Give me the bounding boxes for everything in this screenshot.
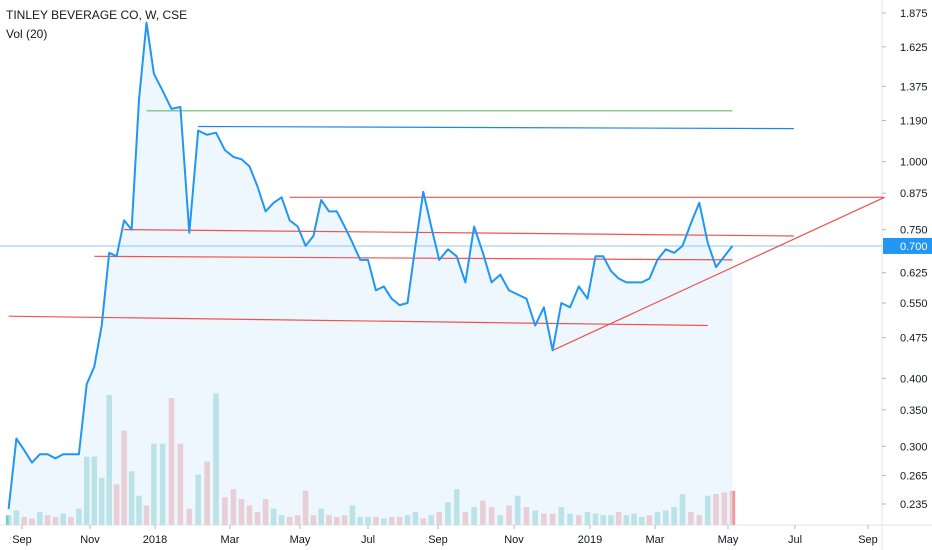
chart-title: TINLEY BEVERAGE CO, W, CSE (6, 8, 188, 22)
y-tick-label: 1.375 (900, 81, 928, 93)
x-tick-label: Mar (221, 534, 240, 546)
x-tick-label: 2019 (578, 534, 602, 546)
y-tick-label: 0.265 (900, 471, 928, 483)
x-tick-label: Nov (80, 534, 100, 546)
y-tick-label: 1.190 (900, 116, 928, 128)
y-tick-label: 0.400 (900, 373, 928, 385)
x-tick-label: Sep (858, 534, 878, 546)
x-tick-label: 2018 (143, 534, 167, 546)
y-tick-label: 1.875 (900, 8, 928, 20)
x-tick-label: Nov (504, 534, 524, 546)
x-tick-label: May (290, 534, 311, 546)
red-trend-line[interactable] (8, 315, 708, 327)
red-trend-line[interactable] (552, 196, 885, 351)
y-tick-label: 1.625 (900, 42, 928, 54)
x-tick-label: Mar (646, 534, 665, 546)
last-price-badge (883, 237, 932, 254)
y-tick-label: 0.350 (900, 405, 928, 417)
blue-trend-line[interactable] (198, 125, 794, 130)
x-tick-label: May (718, 534, 739, 546)
red-trend-line[interactable] (124, 229, 794, 237)
x-tick-label: Jul (361, 534, 375, 546)
y-tick-label: 0.550 (900, 298, 928, 310)
y-tick-label: 0.875 (900, 188, 928, 200)
x-tick-label: Sep (428, 534, 448, 546)
y-tick-label: 1.000 (900, 157, 928, 169)
y-tick-label: 0.475 (900, 333, 928, 345)
last-price-label: 0.700 (900, 241, 928, 253)
x-tick-label: Jul (788, 534, 802, 546)
x-tick-label: Sep (12, 534, 32, 546)
y-tick-label: 0.300 (900, 441, 928, 453)
y-tick-label: 0.750 (900, 225, 928, 237)
volume-indicator-label: Vol (20) (6, 27, 48, 41)
price-area-fill (8, 22, 733, 525)
y-tick-label: 0.625 (900, 268, 928, 280)
price-line[interactable] (7, 21, 734, 510)
y-tick-label: 0.235 (900, 499, 928, 511)
